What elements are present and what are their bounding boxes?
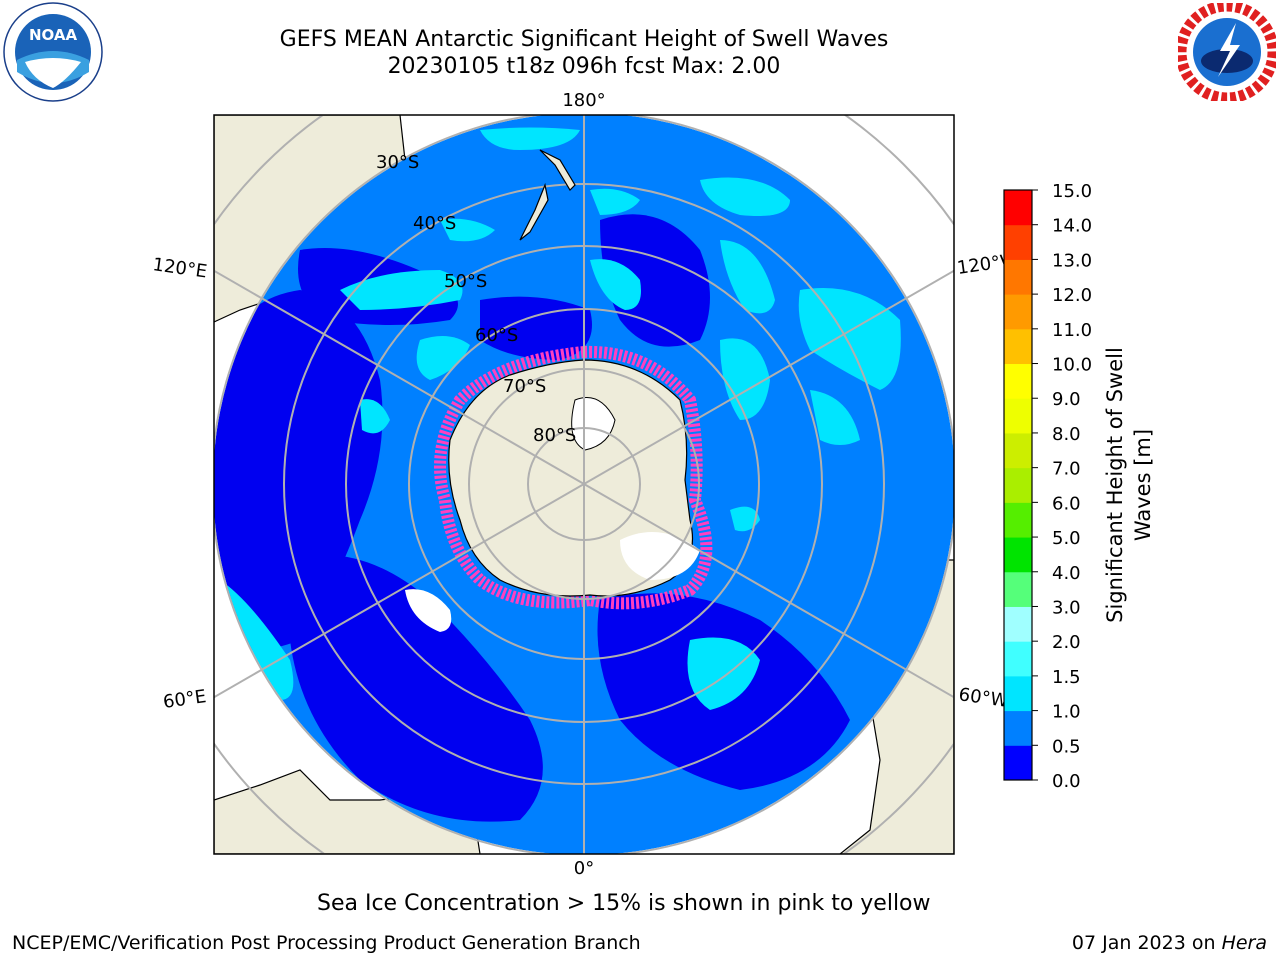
map-frame <box>213 114 955 855</box>
title-line-1: GEFS MEAN Antarctic Significant Height o… <box>279 27 889 52</box>
colorbar-tick-label: 1.5 <box>1052 667 1081 688</box>
colorbar-swatch <box>1004 259 1032 295</box>
colorbar-swatch <box>1004 398 1032 434</box>
colorbar-swatch <box>1004 710 1032 746</box>
colorbar-tick-label: 14.0 <box>1052 216 1092 237</box>
colorbar-tick-label: 13.0 <box>1052 250 1092 271</box>
footer-branch: NCEP/EMC/Verification Post Processing Pr… <box>12 932 641 954</box>
colorbar-tick-label: 9.0 <box>1052 389 1081 410</box>
parallel-label-30s: 30°S <box>376 152 419 173</box>
colorbar-tick-label: 10.0 <box>1052 355 1092 376</box>
colorbar: 0.0 0.5 1.0 1.5 2.0 3.0 4.0 5.0 6.0 7.0 8.0 9.0 10.0… <box>1003 181 1092 792</box>
light-swell-region <box>720 338 770 420</box>
deep-swell-region <box>290 555 543 822</box>
colorbar-tick-label: 2.0 <box>1052 632 1081 653</box>
colorbar-tick-label: 7.0 <box>1052 459 1081 480</box>
kerguelen-ice <box>405 589 452 632</box>
weddell-sea-ice <box>620 532 700 580</box>
parallel-labels: 30°S 40°S 50°S 60°S 70°S 80°S <box>376 152 576 446</box>
noaa-logo-text: NOAA <box>29 26 78 44</box>
colorbar-swatch <box>1004 606 1032 642</box>
light-swell-region <box>798 288 901 390</box>
colorbar-tick-label: 3.0 <box>1052 597 1081 618</box>
colorbar-swatch <box>1004 502 1032 538</box>
parallel-label-70s: 70°S <box>503 376 546 397</box>
light-swell-region <box>687 637 760 710</box>
footer-host: Hera <box>1221 932 1267 954</box>
colorbar-swatch <box>1004 294 1032 330</box>
colorbar-tick-label: 4.0 <box>1052 563 1081 584</box>
colorbar-tick-label: 6.0 <box>1052 493 1081 514</box>
graticule <box>214 115 954 854</box>
colorbar-label-line2: Waves [m] <box>1131 429 1155 541</box>
nws-logo <box>1178 3 1276 101</box>
noaa-logo: NOAA <box>3 2 103 102</box>
meridian-label-60w: 60°W <box>957 684 1009 712</box>
footer-date-text: 07 Jan 2023 on <box>1071 932 1222 954</box>
colorbar-tick-label: 1.0 <box>1052 702 1081 723</box>
colorbar-swatch <box>1004 328 1032 365</box>
colorbar-frame <box>1003 189 1033 781</box>
light-swell-region <box>360 399 390 434</box>
light-swell-region <box>480 127 580 150</box>
colorbar-swatch <box>1004 745 1032 781</box>
ross-ice-shelf <box>571 397 616 451</box>
colorbar-tick-label: 5.0 <box>1052 528 1081 549</box>
colorbar-tick-label: 0.5 <box>1052 736 1081 757</box>
colorbar-swatch <box>1004 432 1032 469</box>
colorbar-swatch <box>1004 537 1032 573</box>
light-swell-region <box>440 218 495 242</box>
title-line-2: 20230105 t18z 096h fcst Max: 2.00 <box>387 54 781 79</box>
sea-ice-fringe <box>434 345 713 610</box>
colorbar-swatch <box>1004 190 1032 226</box>
light-swell-region <box>730 506 760 532</box>
meridian-label-120e: 120°E <box>151 254 208 282</box>
parallel-label-60s: 60°S <box>475 325 518 346</box>
meridian-label-180: 180° <box>562 90 605 111</box>
parallel-label-40s: 40°S <box>413 213 456 234</box>
colorbar-swatch <box>1004 571 1032 607</box>
light-swell-region <box>720 240 775 314</box>
light-swell-region <box>590 188 640 215</box>
light-swell-region <box>416 336 470 380</box>
colorbar-swatch <box>1004 363 1032 399</box>
colorbar-tick-label: 11.0 <box>1052 320 1092 341</box>
colorbar-swatch <box>1004 224 1032 260</box>
colorbar-swatch <box>1004 675 1032 712</box>
colorbar-label-line1: Significant Height of Swell <box>1103 347 1127 623</box>
colorbar-tick-label: 8.0 <box>1052 424 1081 445</box>
parallel-label-50s: 50°S <box>444 271 487 292</box>
colorbar-tick-label: 15.0 <box>1052 181 1092 202</box>
light-swell-region <box>590 259 641 310</box>
new-zealand-land <box>519 149 576 241</box>
light-swell-region <box>810 390 860 445</box>
colorbar-tick-label: 12.0 <box>1052 285 1092 306</box>
colorbar-swatch <box>1004 467 1032 503</box>
parallel-label-80s: 80°S <box>533 425 576 446</box>
colorbar-swatch <box>1004 641 1032 677</box>
deep-swell-region <box>480 296 592 360</box>
light-swell-region <box>700 177 790 216</box>
footer-date: 07 Jan 2023 on Hera <box>1072 932 1267 954</box>
colorbar-tick-label: 0.0 <box>1052 771 1081 792</box>
meridian-label-60e: 60°E <box>162 686 208 713</box>
light-swell-region <box>220 580 294 700</box>
sea-ice-note: Sea Ice Concentration > 15% is shown in … <box>317 891 931 916</box>
meridian-label-0: 0° <box>574 858 594 879</box>
